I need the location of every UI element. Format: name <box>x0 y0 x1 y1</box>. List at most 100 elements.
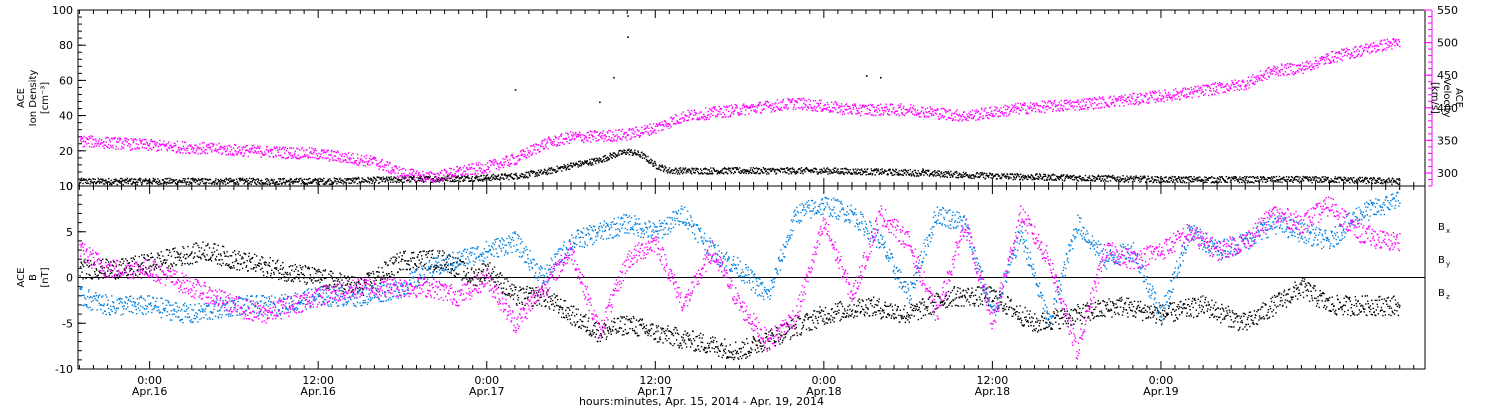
density-point <box>1292 181 1294 184</box>
velocity-point <box>680 122 682 124</box>
velocity-point <box>118 141 120 143</box>
density-point <box>1291 176 1294 179</box>
density-point <box>152 180 154 182</box>
density-point <box>207 179 210 181</box>
density-point <box>588 164 590 166</box>
density-point <box>82 182 84 185</box>
velocity-point <box>1108 106 1111 108</box>
density-point <box>1084 174 1087 177</box>
density-point <box>1181 181 1183 184</box>
density-point <box>647 160 650 163</box>
velocity-point <box>430 179 432 181</box>
density-point <box>514 174 517 176</box>
density-point <box>482 180 484 182</box>
velocity-point <box>402 177 404 179</box>
density-point <box>440 179 442 182</box>
density-point <box>455 180 457 182</box>
density-point <box>706 172 708 174</box>
velocity-point <box>155 143 158 145</box>
density-point <box>201 177 203 180</box>
density-point <box>1358 180 1360 182</box>
velocity-point <box>585 135 587 138</box>
density-point <box>397 179 400 181</box>
density-point <box>870 172 872 174</box>
velocity-point <box>318 152 320 154</box>
velocity-point <box>848 108 850 110</box>
density-point <box>1298 182 1301 184</box>
density-point <box>1363 180 1365 182</box>
density-point <box>700 172 702 174</box>
velocity-point <box>811 107 814 109</box>
velocity-point <box>265 153 267 155</box>
density-point <box>83 179 85 181</box>
velocity-point <box>413 170 415 172</box>
density-point <box>348 182 350 184</box>
velocity-point <box>297 154 299 156</box>
velocity-point <box>136 139 138 141</box>
velocity-point <box>275 155 277 158</box>
velocity-point <box>966 115 969 118</box>
velocity-point <box>297 148 299 150</box>
velocity-point <box>815 110 817 112</box>
density-point <box>682 167 684 169</box>
density-point <box>1248 181 1251 184</box>
density-point <box>1245 177 1248 179</box>
density-point <box>342 183 345 185</box>
velocity-point <box>82 146 84 148</box>
velocity-point <box>215 148 217 151</box>
velocity-point <box>115 148 117 150</box>
velocity-point <box>652 130 654 132</box>
velocity-point <box>348 157 350 160</box>
density-point <box>949 174 951 176</box>
density-point <box>1206 181 1208 183</box>
density-point <box>308 182 311 184</box>
density-point <box>1003 173 1005 175</box>
velocity-point <box>147 149 149 151</box>
density-point <box>643 153 645 155</box>
velocity-point <box>432 173 434 175</box>
velocity-point <box>207 147 209 149</box>
velocity-point <box>505 156 508 159</box>
velocity-point <box>190 144 192 146</box>
velocity-point <box>350 158 352 160</box>
density-point <box>91 181 94 183</box>
density-point <box>559 167 561 169</box>
velocity-point <box>1147 102 1149 104</box>
velocity-point <box>591 134 593 137</box>
velocity-point <box>695 112 698 114</box>
density-point <box>746 169 748 171</box>
velocity-point <box>626 134 629 137</box>
density-point <box>487 177 489 180</box>
density-point <box>495 177 498 179</box>
velocity-point <box>484 170 487 172</box>
velocity-point <box>924 115 926 117</box>
velocity-point <box>444 176 446 178</box>
velocity-point <box>996 110 999 112</box>
density-point <box>174 182 177 184</box>
velocity-point <box>324 157 326 159</box>
velocity-point <box>1008 106 1010 109</box>
density-point <box>1020 173 1022 176</box>
density-point <box>1129 177 1131 179</box>
velocity-point <box>191 151 194 153</box>
velocity-point <box>433 179 435 181</box>
velocity-point <box>391 167 393 169</box>
velocity-point <box>729 115 731 118</box>
density-point <box>1310 179 1313 181</box>
density-point <box>158 183 160 186</box>
velocity-point <box>319 155 322 158</box>
velocity-point <box>556 137 558 139</box>
velocity-point <box>750 109 752 112</box>
density-point <box>170 179 172 181</box>
density-point <box>516 175 518 178</box>
velocity-point <box>1156 99 1159 101</box>
density-point <box>680 171 682 173</box>
velocity-point <box>1048 107 1050 109</box>
density-point <box>681 169 683 171</box>
velocity-point <box>1201 90 1203 93</box>
velocity-point <box>186 147 189 149</box>
velocity-point <box>703 119 706 121</box>
velocity-point <box>465 173 467 175</box>
density-point <box>193 179 196 181</box>
velocity-point <box>1199 87 1201 89</box>
